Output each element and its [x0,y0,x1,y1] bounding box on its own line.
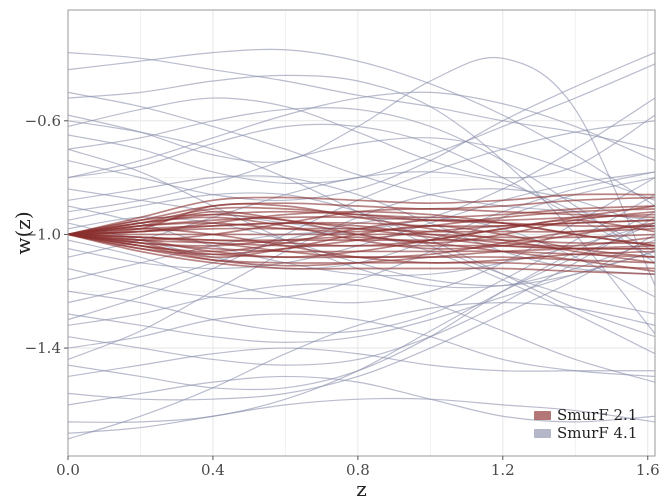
smurf-4-1-curve [68,347,655,378]
smurf-4-1-curve [68,375,655,423]
legend-swatch-smurf-2-1 [534,411,551,420]
y-tick-label: −1.0 [25,225,61,243]
smurf-2-1-curve [68,233,655,267]
smurf-4-1-curve [68,91,655,179]
series-layer [68,48,655,440]
smurf-2-1-curve [68,206,655,236]
smurf-4-1-curve [68,52,655,150]
smurf-2-1-curve [68,219,655,256]
x-tick-label: 0.4 [201,461,225,479]
axis-ticks: 0.0 0.4 0.8 1.2 1.6 −0.6 −1.0 −1.4 [25,112,660,479]
smurf-2-1-curve [68,222,655,247]
series-smurf-2-1 [68,193,655,276]
smurf-4-1-curve [68,177,655,300]
smurf-2-1-curve [68,193,655,236]
x-tick-label: 1.6 [636,461,660,479]
y-tick-label: −0.6 [25,112,61,130]
smurf-4-1-curve [68,171,655,258]
smurf-4-1-curve [68,137,655,213]
smurf-2-1-curve [68,207,655,241]
smurf-4-1-curve [68,74,655,335]
smurf-4-1-curve [68,48,655,207]
x-tick-label: 0.0 [56,461,80,479]
y-tick-label: −1.4 [25,339,61,357]
smurf-2-1-curve [68,213,655,250]
smurf-2-1-curve [68,233,655,276]
smurf-4-1-curve [68,52,655,202]
y-axis-label: w(z) [11,211,35,254]
smurf-4-1-curve [68,283,655,383]
legend-label-smurf-4-1: SmurF 4.1 [557,424,637,442]
x-tick-label: 0.8 [346,461,370,479]
smurf-4-1-curve [68,56,655,286]
x-tick-label: 1.2 [491,461,515,479]
x-axis-label: z [356,477,367,500]
smurf-4-1-curve [68,301,655,440]
smurf-4-1-curve [68,250,655,343]
legend-swatch-smurf-4-1 [534,429,551,438]
plot-frame [67,9,656,457]
smurf-2-1-curve [68,219,655,247]
smurf-4-1-curve [68,233,655,401]
smurf-4-1-curve [68,97,655,179]
legend: SmurF 2.1 SmurF 4.1 [534,406,637,442]
smurf-4-1-curve [68,313,655,378]
smurf-4-1-curve [68,397,655,434]
legend-label-smurf-2-1: SmurF 2.1 [557,406,637,424]
smurf-2-1-curve [68,196,655,236]
smurf-2-1-curve [68,233,655,273]
